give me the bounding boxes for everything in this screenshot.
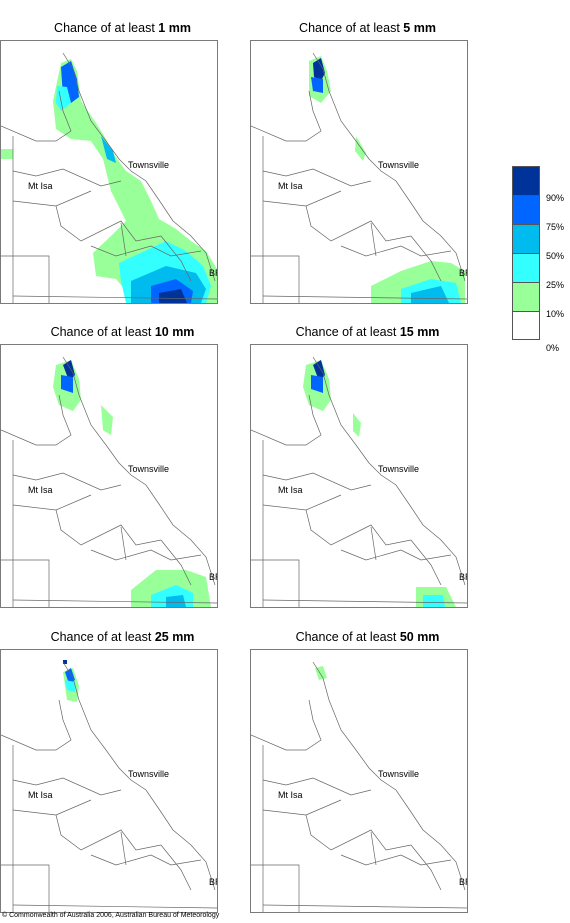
borders bbox=[1, 356, 217, 607]
title-amount: 5 mm bbox=[403, 21, 436, 35]
townsville-label: Townsville bbox=[128, 769, 170, 779]
rain-shading bbox=[53, 360, 211, 607]
townsville-label: Townsville bbox=[128, 160, 170, 170]
brisbane-label: BRIS bbox=[459, 877, 467, 887]
brisbane-label: BRIS bbox=[209, 877, 217, 887]
rain-shading bbox=[1, 59, 217, 303]
brisbane-label: BRIS bbox=[459, 268, 467, 278]
map-panel-15mm: Townsville Mt Isa BRIS bbox=[250, 344, 468, 608]
legend-swatch-10 bbox=[512, 282, 540, 311]
map-5mm bbox=[251, 52, 467, 303]
brisbane-label: BRIS bbox=[209, 572, 217, 582]
legend-swatch-0 bbox=[512, 311, 540, 340]
mt-isa-label: Mt Isa bbox=[278, 181, 303, 191]
borders bbox=[251, 52, 467, 303]
legend-swatch-90 bbox=[512, 166, 540, 195]
rain-shading bbox=[303, 360, 456, 607]
title-amount: 25 mm bbox=[154, 630, 195, 644]
probability-legend: 90% 75% 50% 25% 10% 0% bbox=[512, 166, 564, 353]
panel-title-15mm: Chance of at least 15 mm bbox=[245, 325, 490, 339]
mt-isa-label: Mt Isa bbox=[28, 181, 53, 191]
map-panel-25mm: Townsville Mt Isa BRIS bbox=[0, 649, 218, 913]
panel-title-50mm: Chance of at least 50 mm bbox=[245, 630, 490, 644]
legend-label-90: 90% bbox=[546, 193, 565, 203]
rain-shading bbox=[63, 660, 79, 702]
map-10mm bbox=[1, 356, 217, 607]
map-panel-10mm: Townsville Mt Isa BRIS bbox=[0, 344, 218, 608]
townsville-label: Townsville bbox=[128, 464, 170, 474]
panel-title-25mm: Chance of at least 25 mm bbox=[0, 630, 245, 644]
mt-isa-label: Mt Isa bbox=[28, 790, 53, 800]
legend-swatch-75 bbox=[512, 195, 540, 224]
map-panel-5mm: Townsville Mt Isa BRIS bbox=[250, 40, 468, 304]
legend-label-75: 75% bbox=[546, 222, 565, 232]
legend-label-25: 25% bbox=[546, 280, 565, 290]
townsville-label: Townsville bbox=[378, 464, 420, 474]
mt-isa-label: Mt Isa bbox=[278, 790, 303, 800]
map-panel-50mm: Townsville Mt Isa BRIS bbox=[250, 649, 468, 913]
map-panel-1mm: Townsville Mt Isa BRIS bbox=[0, 40, 218, 304]
legend-swatch-50 bbox=[512, 224, 540, 253]
mt-isa-label: Mt Isa bbox=[278, 485, 303, 495]
map-15mm bbox=[251, 356, 467, 607]
title-prefix: Chance of at least bbox=[54, 21, 159, 35]
title-prefix: Chance of at least bbox=[50, 325, 155, 339]
borders bbox=[1, 52, 217, 303]
borders bbox=[251, 661, 467, 912]
rain-shading bbox=[309, 56, 465, 303]
townsville-label: Townsville bbox=[378, 160, 420, 170]
mt-isa-label: Mt Isa bbox=[28, 485, 53, 495]
title-prefix: Chance of at least bbox=[50, 630, 155, 644]
townsville-label: Townsville bbox=[378, 769, 420, 779]
copyright-notice: © Commonwealth of Australia 2006, Austra… bbox=[2, 912, 220, 919]
title-amount: 50 mm bbox=[399, 630, 440, 644]
title-amount: 10 mm bbox=[154, 325, 195, 339]
title-amount: 1 mm bbox=[158, 21, 191, 35]
panel-title-5mm: Chance of at least 5 mm bbox=[245, 21, 490, 35]
brisbane-label: BRIS bbox=[459, 572, 467, 582]
map-50mm bbox=[251, 661, 467, 912]
borders bbox=[251, 356, 467, 607]
panel-title-10mm: Chance of at least 10 mm bbox=[0, 325, 245, 339]
brisbane-label: BRIS bbox=[209, 268, 217, 278]
legend-swatch-25 bbox=[512, 253, 540, 282]
borders bbox=[1, 661, 217, 912]
legend-label-50: 50% bbox=[546, 251, 565, 261]
title-prefix: Chance of at least bbox=[299, 21, 404, 35]
title-prefix: Chance of at least bbox=[295, 630, 400, 644]
legend-label-0: 0% bbox=[546, 343, 560, 353]
map-1mm bbox=[1, 52, 217, 303]
panel-title-1mm: Chance of at least 1 mm bbox=[0, 21, 245, 35]
title-amount: 15 mm bbox=[399, 325, 440, 339]
map-25mm bbox=[1, 660, 217, 912]
title-prefix: Chance of at least bbox=[295, 325, 400, 339]
legend-label-10: 10% bbox=[546, 309, 565, 319]
